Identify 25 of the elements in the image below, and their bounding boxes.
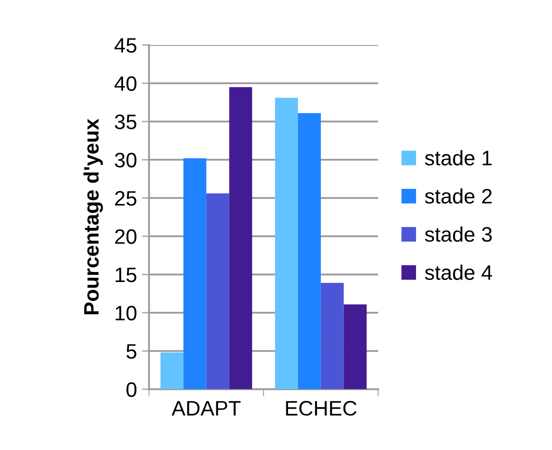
x-tick-label: ECHEC	[286, 400, 357, 416]
bar	[344, 304, 367, 390]
bar	[298, 113, 321, 390]
y-tick-label: 15	[116, 268, 136, 282]
y-axis-title: Pourcentage d'yeux	[83, 118, 103, 314]
y-tick-label: 30	[114, 152, 136, 168]
y-tick-label: 5	[126, 344, 136, 359]
bar	[206, 193, 230, 390]
y-tick-label: 10	[116, 306, 136, 321]
y-tick-label: 40	[114, 76, 136, 92]
y-tick-label: 45	[114, 38, 136, 53]
y-tick-label: 0	[126, 382, 136, 398]
bar	[160, 352, 184, 390]
bar	[320, 282, 344, 390]
y-tick-label: 35	[114, 114, 136, 130]
bar	[183, 158, 206, 390]
legend-label: stade 1	[424, 150, 492, 166]
legend-label: stade 4	[424, 264, 492, 280]
bar	[275, 98, 298, 390]
x-tick-label: ADAPT	[172, 401, 241, 416]
legend-label: stade 3	[424, 226, 492, 242]
y-tick-label: 20	[115, 229, 136, 244]
bar	[229, 87, 252, 390]
legend-label: stade 2	[424, 188, 492, 204]
y-tick-label: 25	[115, 191, 136, 206]
